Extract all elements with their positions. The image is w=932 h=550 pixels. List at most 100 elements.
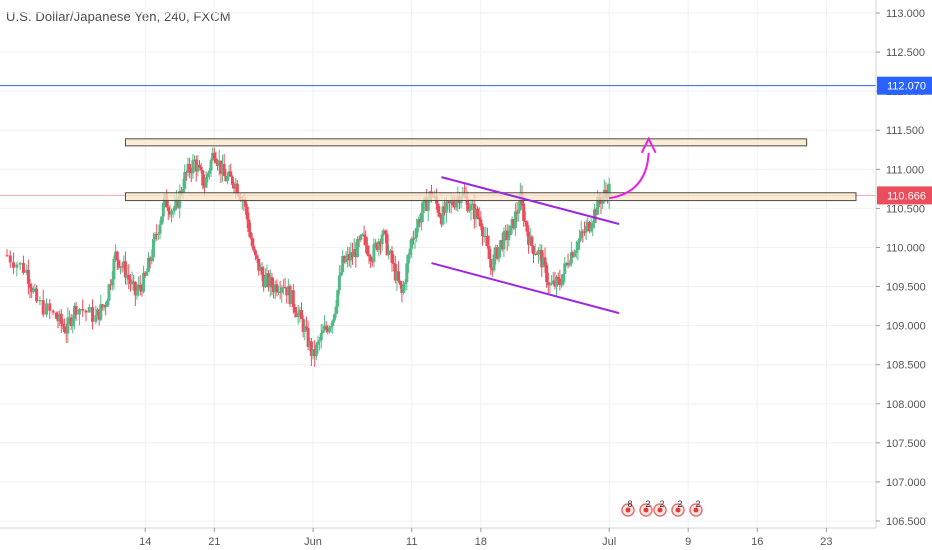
candle-body — [201, 170, 205, 186]
candle-body — [298, 310, 302, 313]
candle-body — [512, 219, 516, 229]
candle-body — [35, 288, 39, 302]
candle-body — [497, 247, 501, 259]
candle-body — [471, 203, 475, 205]
candle-body — [267, 273, 271, 288]
candle-body — [559, 284, 563, 286]
candle-body — [543, 257, 547, 265]
candle-body — [515, 211, 519, 214]
candle-body — [244, 201, 248, 207]
candle-body — [587, 222, 591, 232]
candle-body — [408, 248, 412, 255]
y-tick-label: 112.500 — [886, 47, 925, 59]
candle-body — [324, 325, 328, 329]
candle-body — [127, 274, 131, 280]
candle-body — [365, 245, 369, 255]
candle-body — [61, 323, 65, 327]
candle-body — [385, 234, 389, 255]
event-marker-flag — [675, 507, 681, 513]
candle-body — [68, 317, 72, 319]
candle-body — [504, 230, 508, 232]
candle-body — [372, 244, 376, 262]
candle-body — [579, 231, 583, 239]
candle-body — [196, 164, 200, 172]
candle-body — [272, 286, 276, 293]
candle-body — [30, 287, 34, 292]
candle-body — [219, 160, 223, 174]
candle-body — [204, 177, 208, 188]
candle-body — [538, 249, 542, 251]
candle-body — [115, 251, 119, 261]
candle-body — [436, 203, 440, 213]
y-tick-label: 113.000 — [886, 8, 925, 20]
candle-body — [56, 318, 60, 322]
candle-body — [249, 232, 253, 238]
candle-body — [510, 219, 514, 226]
candle-body — [357, 239, 361, 241]
candle-body — [508, 225, 512, 236]
candle-body — [346, 254, 350, 259]
candle-body — [448, 201, 452, 204]
candle-body — [319, 333, 323, 341]
candle-body — [138, 284, 142, 288]
candle-body — [293, 306, 297, 313]
price-tag-label: 110.666 — [887, 190, 926, 202]
candle-body — [494, 247, 498, 255]
candle-body — [555, 276, 559, 287]
candle-body — [344, 258, 348, 263]
event-marker-flag — [657, 507, 663, 513]
candle-body — [224, 175, 228, 182]
candle-body — [444, 201, 448, 213]
candle-body — [247, 219, 251, 233]
candle-body — [300, 310, 304, 319]
candle-body — [12, 262, 16, 268]
candle-body — [479, 219, 483, 227]
candle-body — [130, 281, 134, 285]
candle-body — [387, 251, 391, 255]
projection-arrowhead — [640, 136, 657, 154]
candle-body — [420, 212, 424, 223]
y-tick-label: 109.000 — [886, 321, 926, 333]
channel-line-2 — [431, 262, 620, 315]
candle-body — [607, 183, 611, 200]
candle-body — [230, 176, 234, 185]
candle-body — [181, 188, 185, 193]
candle-body — [193, 159, 197, 161]
candle-body — [513, 211, 517, 229]
candle-body — [360, 234, 364, 236]
resistance-zone-2 — [124, 192, 857, 202]
candle-body — [405, 263, 409, 283]
candle-body — [411, 238, 415, 240]
price-tag-label: 112.070 — [887, 81, 926, 93]
candle-body — [594, 209, 598, 215]
candle-body — [392, 262, 396, 264]
candle-body — [522, 203, 526, 221]
candle-body — [291, 290, 295, 307]
candle-body — [502, 231, 506, 250]
candle-body — [359, 235, 363, 240]
candle-body — [533, 253, 537, 255]
candle-body — [532, 246, 536, 255]
candle-body — [584, 225, 588, 233]
candle-body — [425, 197, 429, 211]
candle-body — [189, 172, 193, 174]
candle-body — [202, 185, 206, 188]
candle-body — [84, 310, 88, 313]
candle-body — [296, 312, 300, 317]
candle-body — [250, 237, 254, 247]
candle-body — [489, 259, 493, 268]
candle-body — [286, 286, 290, 296]
candle-body — [438, 212, 442, 217]
candle-body — [18, 262, 22, 265]
candle-body — [252, 246, 256, 251]
candle-body — [558, 278, 562, 285]
candle-body — [327, 327, 331, 332]
candle-body — [8, 255, 12, 263]
candle-body — [183, 172, 187, 189]
candle-body — [273, 284, 277, 293]
candle-body — [21, 262, 25, 273]
candle-body — [472, 203, 476, 220]
candle-body — [596, 197, 600, 215]
candle-body — [569, 252, 573, 264]
